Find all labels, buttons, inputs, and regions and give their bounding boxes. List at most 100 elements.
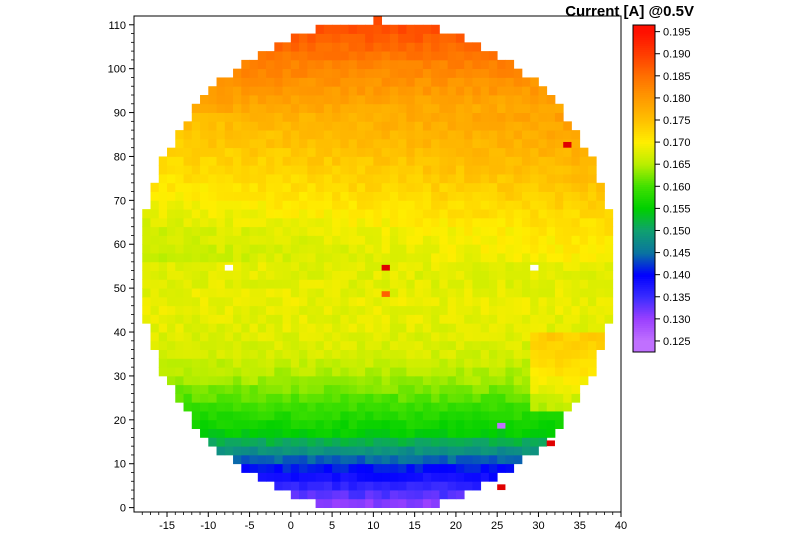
heatmap-cell <box>472 226 482 236</box>
heatmap-cell <box>488 235 498 245</box>
heatmap-cell <box>373 411 383 421</box>
heatmap-cell <box>249 226 259 236</box>
heatmap-cell <box>480 165 490 175</box>
heatmap-cell <box>348 367 358 377</box>
heatmap-cell <box>513 253 523 263</box>
heatmap-cell <box>546 270 556 280</box>
heatmap-cell <box>365 367 374 377</box>
heatmap-cell <box>299 156 308 166</box>
heatmap-cell <box>414 349 424 359</box>
heatmap-cell <box>299 121 308 131</box>
heatmap-cell <box>323 138 333 149</box>
heatmap-cell <box>406 174 416 184</box>
heatmap-cell <box>150 253 160 263</box>
heatmap-cell <box>307 270 316 280</box>
heatmap-cell <box>307 191 316 201</box>
colorbar-segment <box>633 300 655 304</box>
heatmap-cell <box>274 253 283 263</box>
heatmap-cell <box>464 279 473 289</box>
heatmap-cell <box>365 437 374 447</box>
heatmap-cell <box>356 24 366 34</box>
heatmap-cell <box>216 349 226 359</box>
heatmap-cell <box>579 314 589 324</box>
colorbar-segment <box>633 170 655 173</box>
colorbar-segment <box>633 298 655 302</box>
heatmap-cell <box>323 77 333 87</box>
heatmap-cell <box>389 200 399 210</box>
heatmap-cell <box>530 217 539 228</box>
heatmap-cell <box>348 209 358 219</box>
heatmap-cell <box>274 77 283 87</box>
heatmap-cell <box>257 261 267 271</box>
heatmap-cell <box>241 226 250 236</box>
colorbar-segment <box>633 102 655 106</box>
heatmap-cell <box>365 165 374 175</box>
heatmap-cell <box>431 367 440 377</box>
heatmap-cell <box>480 59 490 70</box>
heatmap-cell <box>323 261 333 271</box>
heatmap-cell <box>299 472 308 482</box>
heatmap-cell <box>497 147 506 157</box>
heatmap-cell <box>216 121 226 131</box>
heatmap-cell <box>233 279 242 289</box>
heatmap-cell <box>175 235 184 245</box>
heatmap-cell <box>406 24 416 34</box>
heatmap-cell <box>183 332 193 342</box>
heatmap-cell <box>365 411 374 421</box>
heatmap-cell <box>323 446 333 456</box>
heatmap-cell <box>587 314 597 324</box>
heatmap-cell <box>340 437 350 447</box>
heatmap-cell <box>191 138 201 149</box>
heatmap-cell <box>530 77 539 87</box>
heatmap-cell <box>365 481 374 491</box>
heatmap-cell <box>340 279 350 289</box>
heatmap-cell <box>200 375 209 386</box>
heatmap-cell <box>323 68 333 78</box>
heatmap-cell <box>530 270 539 280</box>
heatmap-cell <box>398 121 407 131</box>
heatmap-cell <box>356 437 366 447</box>
heatmap-cell <box>365 463 374 473</box>
heatmap-cell <box>216 253 226 263</box>
heatmap-cell <box>414 270 424 280</box>
heatmap-cell <box>257 244 267 254</box>
heatmap-cell <box>307 358 316 368</box>
heatmap-cell <box>167 358 176 368</box>
heatmap-cell <box>406 147 416 157</box>
heatmap-cell <box>488 244 498 254</box>
heatmap-cell <box>200 288 209 298</box>
heatmap-cell <box>216 77 226 87</box>
heatmap-cell <box>241 77 250 87</box>
heatmap-cell <box>249 235 259 245</box>
heatmap-cell <box>158 253 168 263</box>
heatmap-cell <box>579 367 589 377</box>
heatmap-cell <box>315 103 325 113</box>
heatmap-cell <box>299 200 308 210</box>
heatmap-cell <box>488 454 498 465</box>
colorbar-tick-label: 0.185 <box>663 71 691 83</box>
heatmap-cell <box>530 367 539 377</box>
heatmap-cell <box>554 296 564 307</box>
heatmap-cell <box>513 428 523 438</box>
heatmap-cell <box>200 358 209 368</box>
heatmap-cell <box>414 235 424 245</box>
heatmap-cell <box>563 393 572 403</box>
heatmap-cell <box>472 182 482 192</box>
heatmap-cell <box>257 349 267 359</box>
heatmap-cell <box>546 121 556 131</box>
heatmap-cell <box>398 305 407 315</box>
colorbar-segment <box>633 260 655 263</box>
heatmap-cell <box>505 375 515 386</box>
heatmap-cell <box>439 332 449 342</box>
heatmap-cell <box>158 217 168 228</box>
heatmap-cell <box>249 288 259 298</box>
heatmap-cell <box>513 411 523 421</box>
heatmap-cell <box>530 103 539 113</box>
heatmap-cell <box>406 402 416 412</box>
heatmap-cell <box>406 270 416 280</box>
heatmap-cell <box>315 332 325 342</box>
heatmap-cell <box>389 235 399 245</box>
heatmap-cell <box>323 156 333 166</box>
heatmap-cell <box>266 130 275 140</box>
heatmap-cell <box>191 147 201 157</box>
